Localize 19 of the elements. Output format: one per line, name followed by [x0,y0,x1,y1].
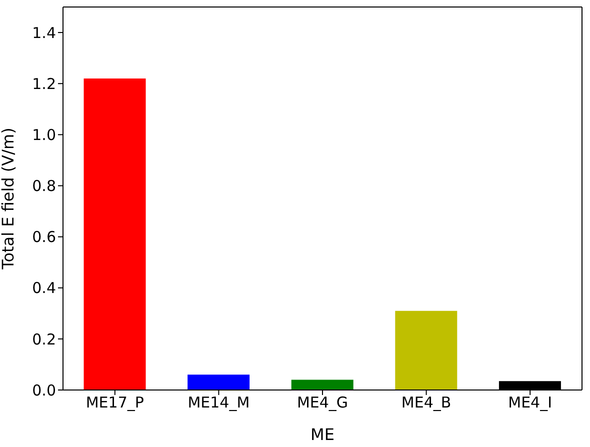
x-tick-label: ME4_B [401,394,452,412]
bar [84,78,146,390]
x-tick-label: ME4_G [296,394,348,412]
y-tick-label: 0.6 [32,228,56,246]
bar [395,310,458,390]
y-tick-label: 1.0 [32,126,56,144]
x-tick-label: ME17_P [86,394,144,412]
y-axis-title: Total E field (V/m) [0,128,18,270]
y-tick-label: 0.4 [32,279,56,298]
y-tick-label: 1.4 [32,24,56,42]
bar [188,374,250,390]
x-tick-label: ME14_M [188,394,250,412]
y-tick-label: 1.2 [32,74,56,93]
y-tick-label: 0.2 [32,330,56,348]
x-axis-title: ME [310,425,334,444]
y-tick-label: 0.0 [32,381,56,400]
bar [291,380,354,390]
y-tick-label: 0.8 [32,177,56,196]
x-tick-label: ME4_I [508,394,552,412]
